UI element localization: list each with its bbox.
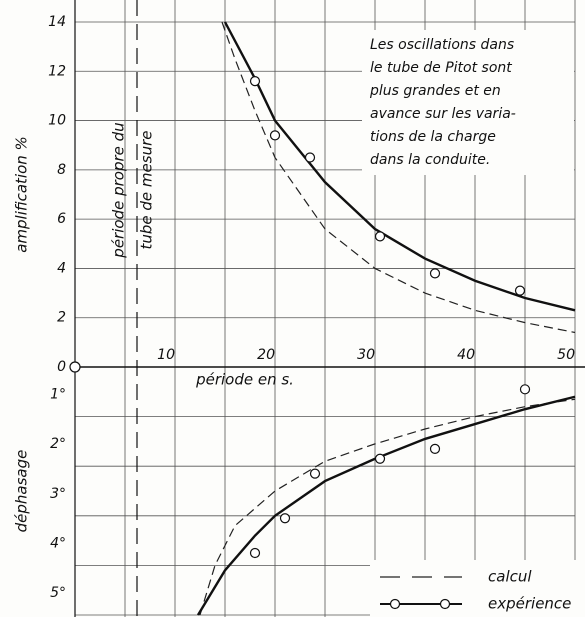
y-tick-label: 8 bbox=[57, 162, 66, 178]
data-point bbox=[249, 76, 261, 87]
y-tick-label: 2 bbox=[57, 310, 66, 326]
legend-marker bbox=[389, 598, 401, 610]
data-point bbox=[304, 152, 316, 163]
experiment-line bbox=[223, 21, 576, 312]
y-tick-label: 5° bbox=[50, 585, 66, 601]
y-tick-label: 4 bbox=[57, 260, 66, 276]
origin bbox=[69, 361, 81, 373]
x-tick-label: 50 bbox=[557, 347, 575, 363]
legend-marker bbox=[439, 598, 451, 610]
y-tick-label: 10 bbox=[48, 113, 66, 129]
y-tick-label: 12 bbox=[48, 63, 66, 79]
x-tick-label: 20 bbox=[257, 347, 275, 363]
annotation: Les oscillations dans bbox=[370, 37, 514, 53]
data-point bbox=[279, 513, 291, 524]
data-point bbox=[249, 547, 261, 559]
reference-label: tube de mesure bbox=[138, 131, 156, 250]
x-tick-label: 30 bbox=[357, 347, 375, 363]
annotation: le tube de Pitot sont bbox=[370, 60, 512, 76]
data-point bbox=[519, 384, 531, 395]
data-point bbox=[429, 443, 441, 454]
annotation: dans la conduite. bbox=[370, 152, 490, 168]
y-tick-label: 1° bbox=[50, 387, 66, 403]
annotation: avance sur les varia- bbox=[370, 106, 516, 122]
legend-label: calcul bbox=[488, 568, 532, 586]
y-tick-label: 6 bbox=[57, 211, 66, 227]
legend-label: expérience bbox=[488, 595, 571, 613]
legend-bg bbox=[370, 560, 580, 617]
data-point bbox=[309, 468, 321, 479]
y-tick-label: 2° bbox=[50, 436, 66, 452]
x-tick-label: 40 bbox=[457, 347, 475, 363]
x-tick-label: 10 bbox=[157, 347, 175, 363]
experiment-line bbox=[196, 395, 576, 616]
y-axis-label: amplification % bbox=[13, 136, 31, 253]
y-tick-label: 4° bbox=[50, 535, 66, 551]
y-tick-label: 0 bbox=[57, 359, 66, 375]
data-point bbox=[429, 268, 441, 279]
annotation-bg bbox=[362, 30, 574, 175]
data-point bbox=[269, 130, 281, 141]
y-tick-label: 14 bbox=[48, 14, 66, 30]
y-tick-label: 3° bbox=[50, 486, 66, 502]
reference-label: période propre du bbox=[110, 122, 128, 258]
y-axis-label: déphasage bbox=[13, 450, 31, 533]
annotation: plus grandes et en bbox=[369, 83, 501, 99]
data-point bbox=[374, 453, 386, 464]
data-point bbox=[374, 231, 386, 242]
data-point bbox=[514, 285, 526, 296]
x-axis-label: période en s. bbox=[195, 371, 294, 389]
annotation: tions de la charge bbox=[370, 129, 496, 145]
calc-line bbox=[199, 398, 576, 616]
